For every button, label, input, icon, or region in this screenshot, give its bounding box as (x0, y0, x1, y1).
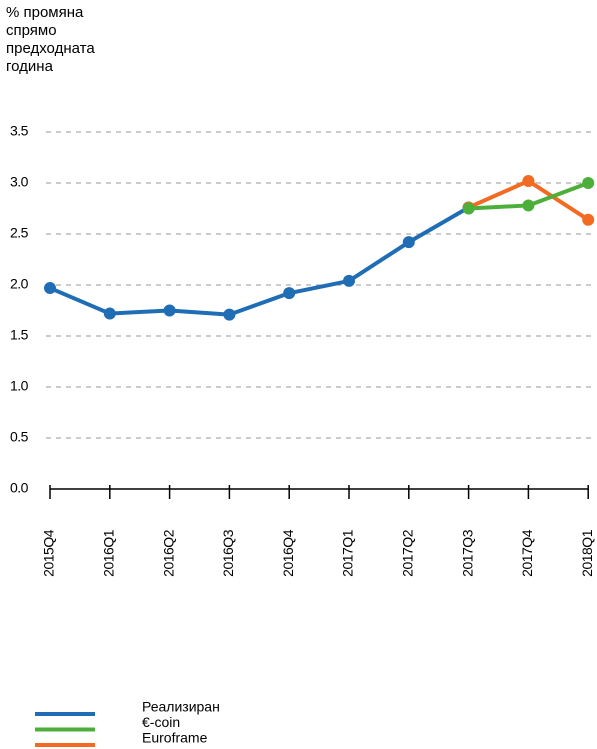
point (44, 282, 56, 295)
y-tick-label: 2.5 (10, 225, 29, 241)
y-tick-label: 3.0 (10, 174, 29, 190)
x-tick-label: 2015Q4 (41, 529, 57, 577)
point (223, 308, 236, 321)
x-tick-label: 2016Q3 (220, 529, 236, 577)
point (103, 307, 116, 320)
point (163, 304, 176, 317)
point (582, 177, 595, 189)
point (402, 236, 415, 249)
x-tick-label: 2017Q4 (519, 529, 535, 577)
x-tick-label: 2016Q1 (101, 529, 117, 577)
y-tick-label: 0.0 (10, 480, 29, 496)
legend-label: Euroframe (142, 730, 208, 746)
legend-label: Реализиран (142, 699, 220, 715)
x-tick-label: 2017Q3 (459, 529, 475, 577)
point (462, 202, 475, 215)
point (283, 287, 296, 300)
y-tick-label: 2.0 (10, 276, 29, 292)
x-tick-label: 2018Q1 (579, 529, 595, 577)
x-tick-label: 2016Q4 (280, 529, 296, 577)
y-tick-label: 3.5 (10, 123, 29, 139)
point (522, 199, 535, 212)
series-line (49, 205, 470, 317)
point (582, 213, 595, 226)
point (343, 274, 355, 287)
y-tick-label: 1.5 (10, 327, 29, 343)
x-tick-label: 2017Q1 (340, 529, 356, 577)
y-axis-label: % промяна спрямо предходната година (6, 4, 95, 75)
y-tick-label: 1.0 (10, 378, 29, 394)
point (522, 174, 535, 187)
x-tick-label: 2016Q2 (160, 529, 176, 577)
y-tick-label: 0.5 (10, 429, 29, 445)
legend-label: €-coin (142, 714, 180, 730)
x-tick-label: 2017Q2 (400, 529, 416, 577)
